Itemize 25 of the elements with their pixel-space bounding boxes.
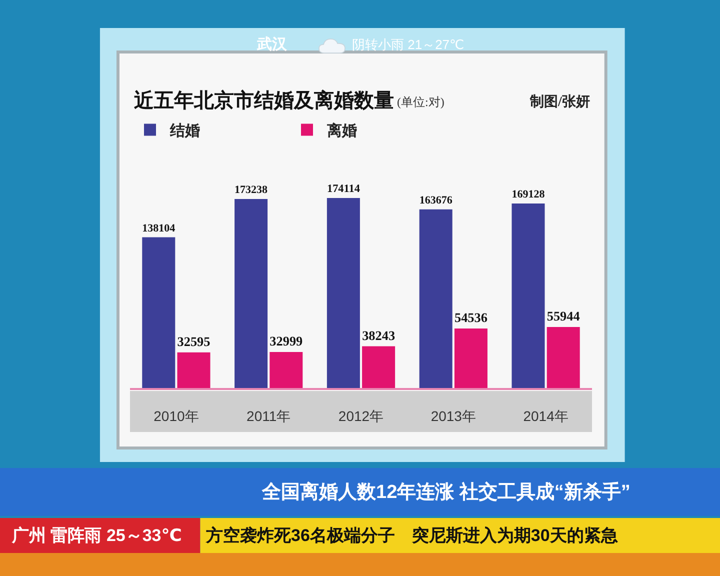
data-label: 54536 bbox=[454, 310, 488, 326]
chart-title: 近五年北京市结婚及离婚数量 bbox=[132, 89, 394, 112]
text: 制图/张妍 bbox=[529, 94, 590, 110]
data-label: 174114 bbox=[326, 183, 360, 196]
data-label: 38243 bbox=[362, 328, 396, 343]
text: 阴转小雨 21～27℃ bbox=[352, 37, 464, 52]
legend-label: 离婚 bbox=[326, 122, 357, 140]
data-label: 55944 bbox=[546, 308, 580, 324]
data-label: 173238 bbox=[234, 184, 268, 196]
x-tick-label: 2011年 bbox=[246, 408, 291, 424]
text: 全国离婚人数12年连涨 社交工具成“新杀手” bbox=[261, 481, 630, 503]
legend-label: 结婚 bbox=[169, 122, 200, 140]
text: 方空袭炸死36名极端分子 突尼斯进入为期30天的紧急 bbox=[205, 526, 619, 545]
data-label: 32999 bbox=[270, 334, 304, 349]
x-tick-label: 2013年 bbox=[430, 408, 476, 424]
chart-subtitle: (单位:对) bbox=[397, 95, 444, 109]
data-label: 163676 bbox=[419, 194, 453, 207]
text: 广州 雷阵雨 25～33℃ bbox=[11, 526, 182, 545]
data-label: 169128 bbox=[512, 188, 546, 201]
text: 武汉 bbox=[256, 36, 288, 53]
x-tick-label: 2010年 bbox=[154, 408, 199, 424]
data-label: 32595 bbox=[177, 334, 211, 350]
x-tick-label: 2012年 bbox=[338, 408, 384, 424]
x-tick-label: 2014年 bbox=[523, 408, 568, 424]
data-label: 138104 bbox=[142, 222, 176, 235]
